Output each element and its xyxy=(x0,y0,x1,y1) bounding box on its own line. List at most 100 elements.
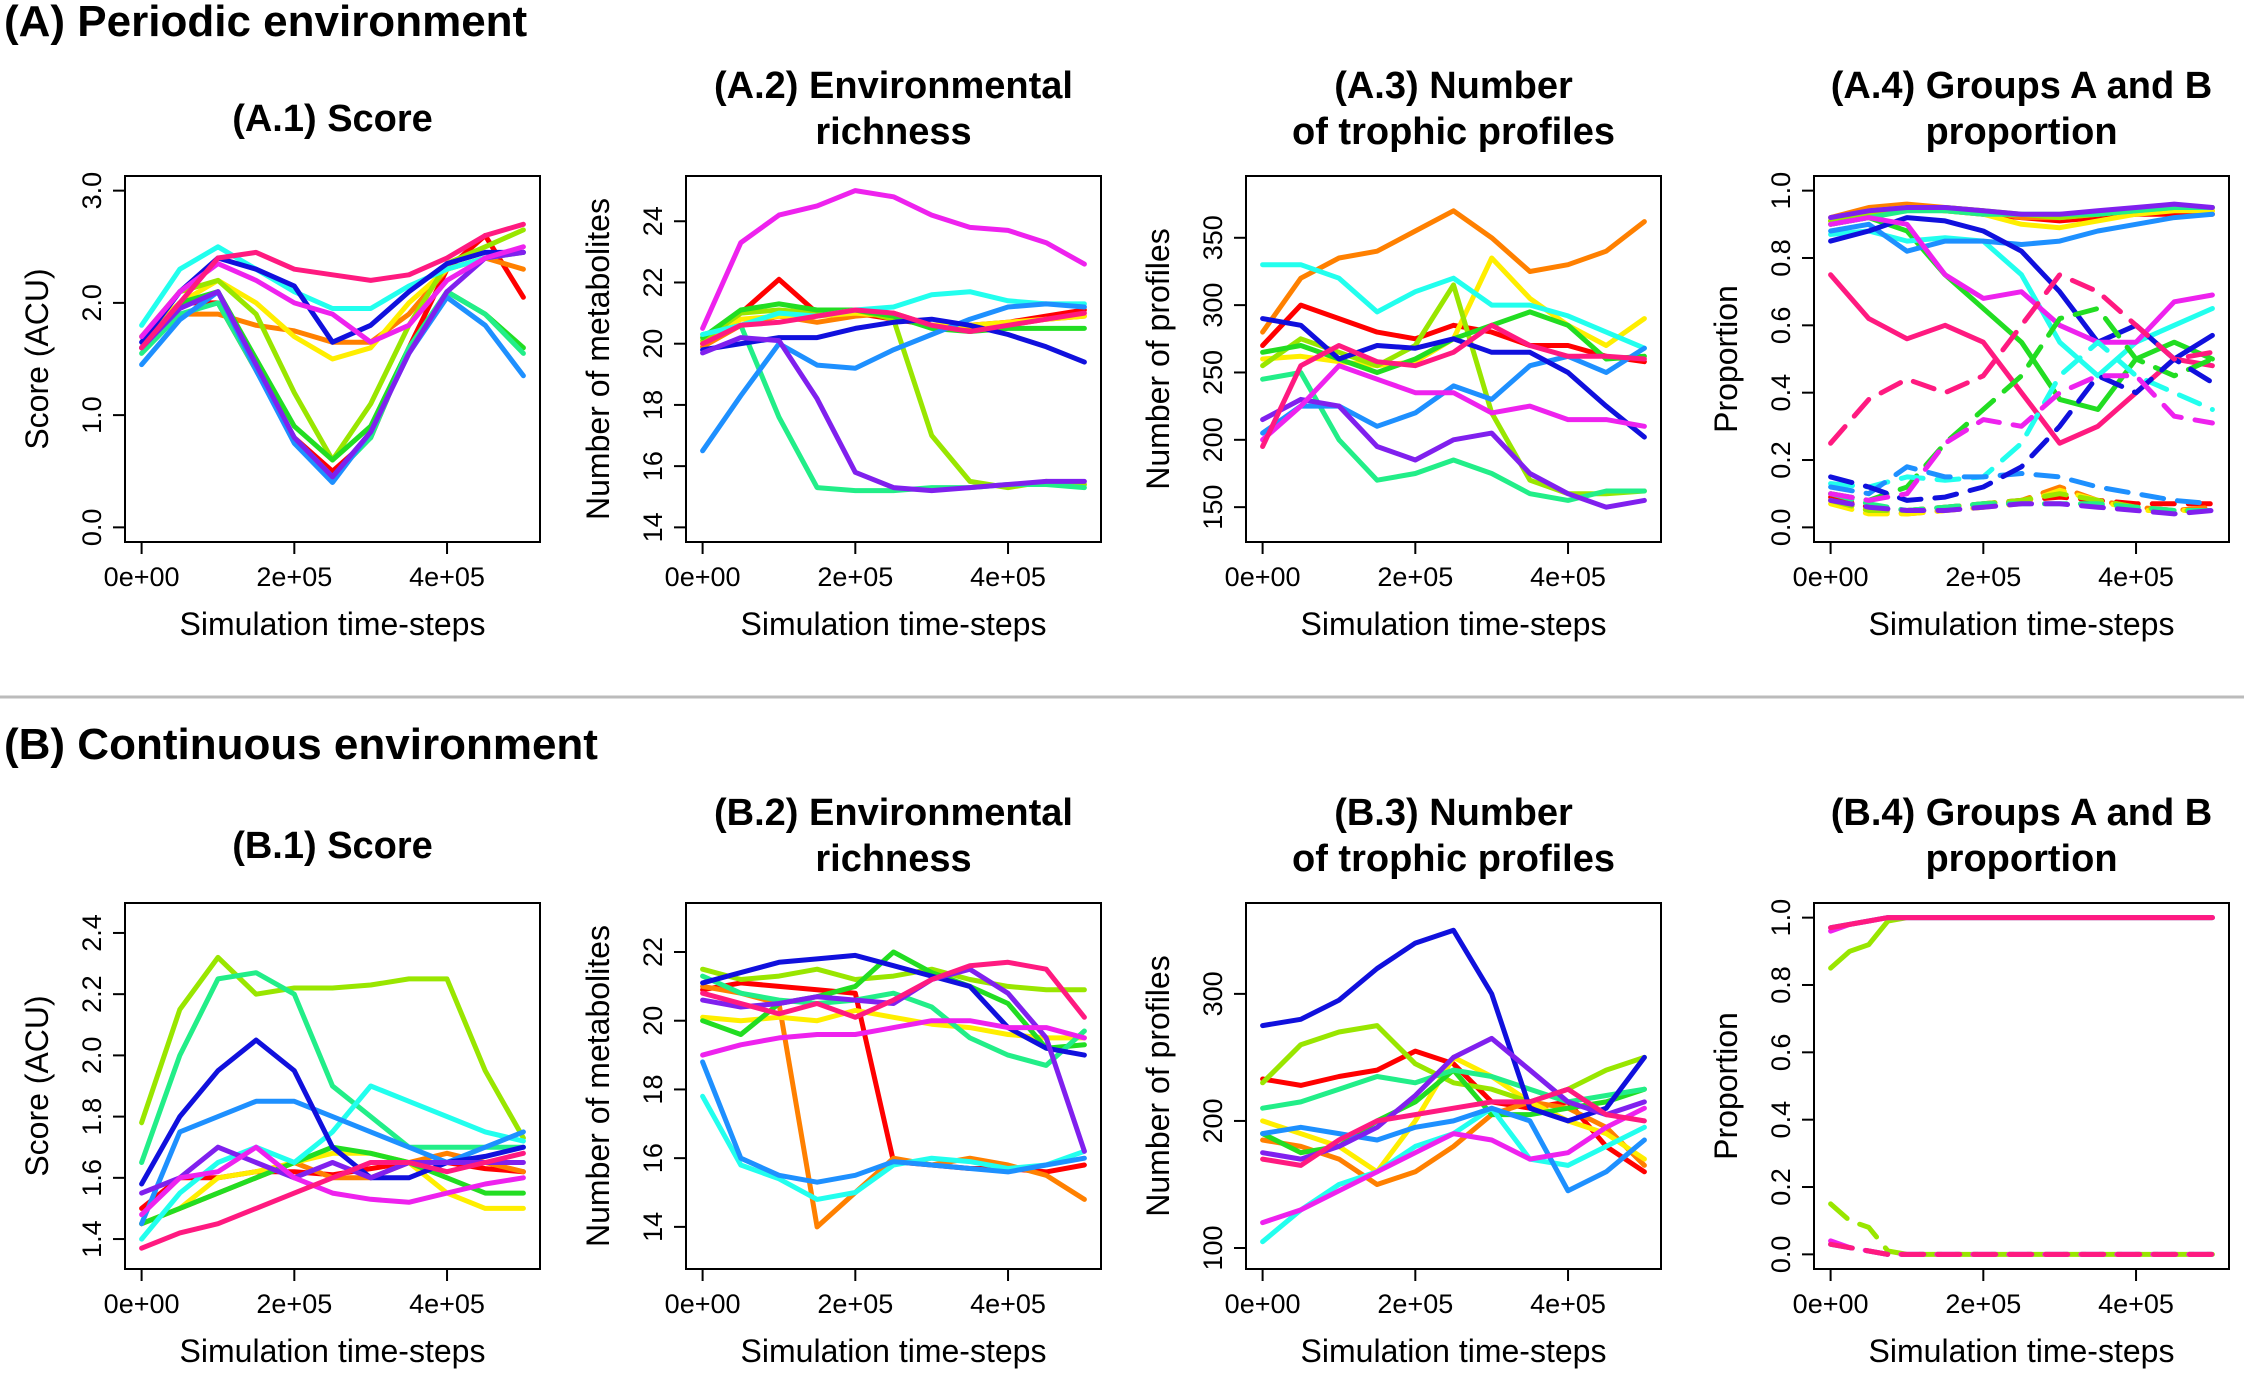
chart-title: (A.4) Groups A and B xyxy=(1831,65,2212,107)
x-tick-label: 4e+05 xyxy=(409,562,485,592)
y-tick-label: 350 xyxy=(1198,215,1228,260)
series-line-6 xyxy=(700,289,1087,337)
plot-frame xyxy=(1813,902,2230,1270)
series-line-7 xyxy=(700,301,1087,454)
section-b-title: (B) Continuous environment xyxy=(4,720,598,769)
y-tick-label: 200 xyxy=(1198,417,1228,462)
y-tick-label: 2.2 xyxy=(77,975,107,1013)
y-tick-label: 0.6 xyxy=(1766,1034,1796,1072)
dashed-series-line-19 xyxy=(1828,464,2215,507)
series-line-0 xyxy=(1828,915,2215,971)
series-line-9 xyxy=(700,966,1087,1154)
x-tick-label: 0e+00 xyxy=(665,562,741,592)
x-tick-label: 4e+05 xyxy=(409,1289,485,1319)
y-tick-label: 300 xyxy=(1198,283,1228,328)
x-tick-label: 2e+05 xyxy=(1945,562,2021,592)
series-line-5 xyxy=(139,970,526,1165)
series-line-10 xyxy=(700,1018,1087,1058)
y-axis-label: Proportion xyxy=(1708,1012,1744,1160)
x-tick-label: 2e+05 xyxy=(256,562,332,592)
y-tick-label: 0.0 xyxy=(77,509,107,547)
chart-title: (A.3) Number xyxy=(1334,65,1573,107)
series-line-4 xyxy=(700,301,1087,341)
x-tick-label: 2e+05 xyxy=(1377,562,1453,592)
x-axis-label: Simulation time-steps xyxy=(180,1333,486,1369)
series-line-3 xyxy=(700,966,1087,993)
series-line-11 xyxy=(139,221,526,351)
y-tick-label: 16 xyxy=(638,451,668,481)
y-tick-label: 0.0 xyxy=(1766,1236,1796,1274)
y-tick-label: 0.4 xyxy=(1766,374,1796,412)
y-tick-label: 0.6 xyxy=(1766,307,1796,345)
plot-frame xyxy=(124,902,541,1270)
series-line-10 xyxy=(700,188,1087,331)
series-line-11 xyxy=(1260,322,1647,449)
series-line-1 xyxy=(1260,208,1647,335)
y-axis-label: Number of profiles xyxy=(1140,955,1176,1216)
x-tick-label: 2e+05 xyxy=(1945,1289,2021,1319)
y-axis-label: Number of metabolites xyxy=(580,198,616,520)
y-tick-label: 16 xyxy=(638,1143,668,1173)
series-line-8 xyxy=(700,952,1087,1058)
series-line-9 xyxy=(1828,201,2215,221)
series-line-7 xyxy=(1260,1105,1647,1194)
x-tick-label: 0e+00 xyxy=(1793,1289,1869,1319)
y-tick-label: 200 xyxy=(1198,1098,1228,1143)
y-tick-label: 24 xyxy=(638,206,668,236)
series-line-3 xyxy=(139,954,526,1141)
y-tick-label: 250 xyxy=(1198,350,1228,395)
series-line-2 xyxy=(139,1150,526,1227)
y-tick-label: 20 xyxy=(638,1006,668,1036)
series-line-10 xyxy=(1828,215,2215,345)
y-axis-label: Score (ACU) xyxy=(19,995,55,1176)
series-line-7 xyxy=(1828,211,2215,254)
x-axis-label: Simulation time-steps xyxy=(741,606,1047,642)
series-line-5 xyxy=(139,289,526,480)
y-axis-label: Score (ACU) xyxy=(19,268,55,449)
y-tick-label: 0.8 xyxy=(1766,966,1796,1004)
y-axis-label: Proportion xyxy=(1708,285,1744,433)
series-line-0 xyxy=(700,980,1087,1175)
series-line-9 xyxy=(700,335,1087,494)
y-tick-label: 1.0 xyxy=(1766,172,1796,210)
chart-title: (A.2) Environmental xyxy=(714,65,1073,107)
x-tick-label: 0e+00 xyxy=(1225,562,1301,592)
series-line-11 xyxy=(139,1150,526,1251)
series-line-9 xyxy=(139,249,526,480)
x-tick-label: 2e+05 xyxy=(817,1289,893,1319)
x-axis-label: Simulation time-steps xyxy=(1869,1333,2175,1369)
y-tick-label: 18 xyxy=(638,1074,668,1104)
chart-a1: (A.1) Score 0e+00 2e+05 4e+05 0.0 1.0 2.0 3.0 Si… xyxy=(19,98,541,642)
series-line-5 xyxy=(700,973,1087,1068)
series-line-4 xyxy=(1828,215,2215,412)
plot-frame xyxy=(685,902,1102,1270)
dashed-series-line-16 xyxy=(1828,306,2215,503)
dashed-series-line-4 xyxy=(1828,1201,2215,1257)
chart-title: (B.3) Number xyxy=(1334,792,1573,834)
x-tick-label: 0e+00 xyxy=(1225,1289,1301,1319)
series-line-8 xyxy=(1260,927,1647,1124)
plot-frame xyxy=(1245,902,1662,1270)
series-line-9 xyxy=(1260,396,1647,510)
y-tick-label: 20 xyxy=(638,329,668,359)
series-line-11 xyxy=(1260,1086,1647,1168)
y-tick-label: 1.6 xyxy=(77,1159,107,1197)
plot-frame xyxy=(1813,175,2230,543)
series-line-10 xyxy=(1260,363,1647,443)
y-tick-label: 0.0 xyxy=(1766,509,1796,547)
x-axis-label: Simulation time-steps xyxy=(741,1333,1047,1369)
y-tick-label: 14 xyxy=(638,512,668,542)
plot-frame xyxy=(124,175,541,543)
x-tick-label: 4e+05 xyxy=(970,562,1046,592)
x-tick-label: 4e+05 xyxy=(1530,562,1606,592)
dashed-series-line-23 xyxy=(1828,272,2215,446)
x-tick-label: 0e+00 xyxy=(665,1289,741,1319)
y-tick-label: 1.0 xyxy=(1766,899,1796,937)
x-axis-label: Simulation time-steps xyxy=(1869,606,2175,642)
series-line-9 xyxy=(139,1144,526,1196)
y-tick-label: 18 xyxy=(638,390,668,420)
